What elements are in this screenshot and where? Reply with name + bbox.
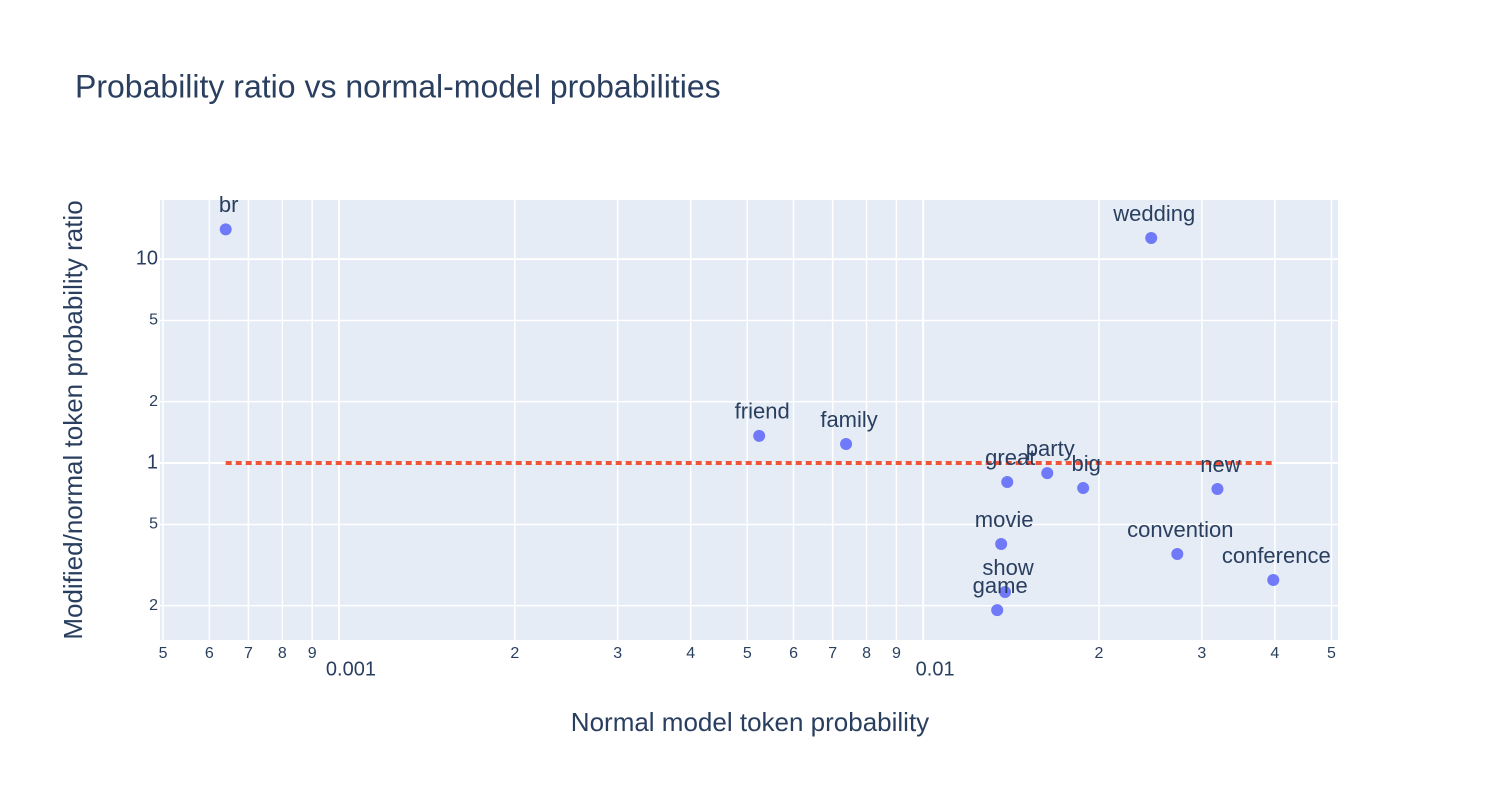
y-tick-label: 2 — [149, 393, 158, 410]
x-tick-label: 6 — [205, 645, 214, 662]
x-tick-label: 6 — [789, 645, 798, 662]
point — [1171, 548, 1184, 561]
point-label: great — [985, 445, 1035, 470]
x-tick-label: 4 — [686, 645, 695, 662]
point-label: friend — [735, 399, 790, 424]
y-tick-label: 5 — [149, 516, 158, 533]
x-tick-label: 9 — [892, 645, 901, 662]
x-tick-label: 0.001 — [326, 658, 376, 680]
point — [753, 429, 766, 442]
plot-area — [160, 200, 1338, 640]
x-tick-label: 3 — [613, 645, 622, 662]
x-tick-label: 8 — [278, 645, 287, 662]
chart-title: Probability ratio vs normal-model probab… — [75, 68, 721, 104]
x-tick-label: 8 — [862, 645, 871, 662]
point-label: party — [1026, 436, 1075, 461]
x-tick-label: 5 — [1327, 645, 1336, 662]
x-tick-label: 4 — [1270, 645, 1279, 662]
point — [1145, 231, 1158, 244]
point-label: convention — [1127, 517, 1233, 542]
point-label: wedding — [1112, 201, 1195, 226]
point — [1211, 483, 1224, 496]
point-label: game — [973, 573, 1028, 598]
point — [840, 438, 853, 451]
point — [1267, 573, 1280, 586]
point-label: family — [820, 407, 877, 432]
y-tick-label: 2 — [149, 597, 158, 614]
point — [1041, 467, 1054, 480]
point-label: new — [1200, 452, 1240, 477]
point — [995, 537, 1008, 550]
x-tick-label: 3 — [1197, 645, 1206, 662]
point — [991, 604, 1004, 617]
x-tick-label: 0.01 — [916, 658, 955, 680]
point-label: conference — [1222, 543, 1331, 568]
y-tick-label: 1 — [147, 451, 158, 473]
y-tick-label: 10 — [136, 247, 158, 269]
x-tick-label: 7 — [828, 645, 837, 662]
point — [1001, 476, 1014, 489]
y-tick-label: 5 — [149, 312, 158, 329]
point-label: br — [219, 192, 239, 217]
point-label: big — [1071, 451, 1100, 476]
x-tick-label: 2 — [510, 645, 519, 662]
point — [1077, 482, 1090, 495]
x-tick-label: 9 — [308, 645, 317, 662]
point — [219, 223, 232, 236]
x-axis-title: Normal model token probability — [571, 707, 929, 737]
point-label: movie — [975, 507, 1034, 532]
x-tick-label: 5 — [743, 645, 752, 662]
x-tick-label: 2 — [1095, 645, 1104, 662]
point-label: show — [982, 555, 1033, 580]
x-tick-label: 7 — [244, 645, 253, 662]
point — [999, 586, 1012, 599]
y-axis-title: Modified/normal token probability ratio — [58, 200, 88, 639]
x-tick-label: 5 — [159, 645, 168, 662]
